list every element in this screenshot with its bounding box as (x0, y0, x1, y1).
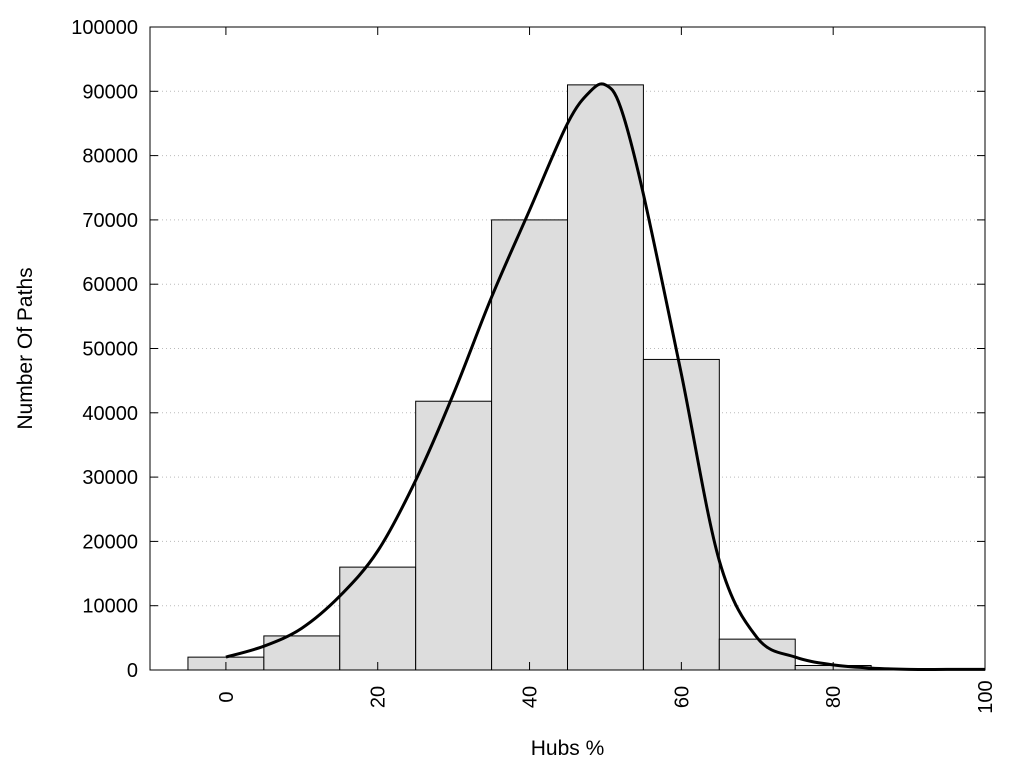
y-tick-label: 100000 (71, 17, 138, 39)
y-tick-label: 80000 (82, 146, 138, 168)
x-tick-label: 0 (216, 691, 238, 702)
histogram-bar (642, 358, 720, 671)
bars (187, 84, 872, 671)
y-tick-label: 20000 (82, 531, 138, 553)
x-tick-label: 80 (823, 686, 845, 708)
y-tick-label: 40000 (82, 403, 138, 425)
histogram-bar (339, 566, 417, 671)
x-tick-label: 40 (520, 686, 542, 708)
x-tick-label: 60 (671, 686, 693, 708)
x-tick-label: 100 (975, 680, 997, 713)
histogram-bar (567, 84, 644, 671)
x-axis-label: Hubs % (531, 737, 605, 760)
y-tick-label: 60000 (82, 274, 138, 296)
y-axis-ticks: 0 10000 20000 30000 40000 50000 60000 70000 8000… (71, 17, 985, 682)
y-tick-label: 30000 (82, 467, 138, 489)
y-tick-label: 90000 (82, 81, 138, 103)
y-axis-label: Number Of Paths (14, 267, 37, 429)
y-tick-label: 0 (127, 660, 138, 682)
x-tick-label: 20 (368, 686, 390, 708)
y-tick-label: 70000 (82, 210, 138, 232)
y-tick-label: 10000 (82, 596, 138, 618)
histogram-bar (491, 219, 568, 671)
histogram-bar (415, 400, 493, 671)
x-axis-ticks: 0 20 40 60 80 100 (216, 27, 997, 714)
y-tick-label: 50000 (82, 339, 138, 361)
